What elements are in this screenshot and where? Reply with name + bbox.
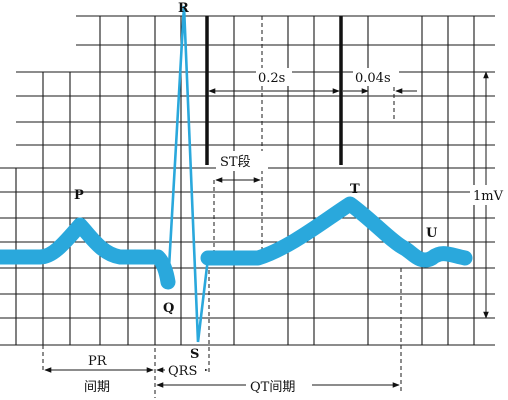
interval-004s-label: 0.04s bbox=[355, 71, 391, 86]
pr-label: PR bbox=[88, 354, 108, 369]
interval-02s-label: 0.2s bbox=[258, 71, 285, 86]
qrs-label: QRS bbox=[168, 364, 197, 379]
p-wave-label: P bbox=[74, 188, 84, 203]
trace-band bbox=[0, 196, 473, 290]
interval-arrows bbox=[44, 71, 489, 388]
u-wave-label: U bbox=[426, 226, 438, 241]
t-wave-label: T bbox=[350, 182, 360, 197]
r-wave-label: R bbox=[178, 1, 189, 16]
s-wave-label: S bbox=[190, 347, 199, 362]
q-wave-label: Q bbox=[163, 301, 174, 316]
st-segment-label: ST段 bbox=[220, 155, 251, 170]
qrs-complex bbox=[156, 5, 210, 343]
ecg-trace bbox=[0, 5, 473, 343]
amplitude-label: 1mV bbox=[473, 189, 504, 204]
ecg-grid bbox=[0, 15, 495, 346]
pr-interval-label: 间期 bbox=[84, 380, 110, 395]
dashed-guides bbox=[42, 16, 402, 398]
qt-interval-label: QT间期 bbox=[250, 380, 295, 395]
